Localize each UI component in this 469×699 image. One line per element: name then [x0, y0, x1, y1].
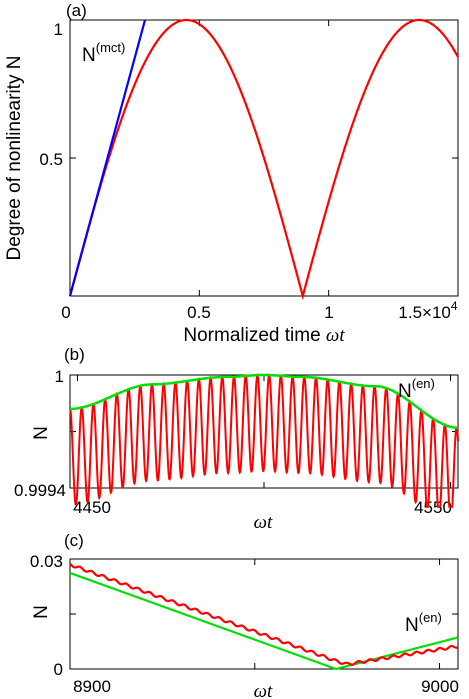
- panel-b-series-n-en: [69, 373, 459, 429]
- panel-c-ylabel: N: [31, 605, 52, 619]
- panel-c-xtick-8900: 8900: [73, 677, 111, 696]
- panel-c: (c) 0.03 0 8900 9000 ωt N N(en): [30, 531, 459, 699]
- panel-a-xtick-1.5: 1.5×104: [398, 299, 457, 322]
- panel-b: (b) 1 0.9994 4450 4550 ωt N N(en): [14, 345, 459, 533]
- panel-c-ytick-top: 0.03: [30, 552, 63, 571]
- panel-c-series-n-en: [69, 571, 459, 671]
- panel-a-ytick-1: 1: [54, 20, 63, 39]
- panel-a-legend-n-mct: N(mct): [82, 40, 125, 66]
- panel-b-xtick-4450: 4450: [73, 498, 111, 517]
- panel-a-ytick-0.5: 0.5: [39, 150, 63, 169]
- panel-c-xlabel: ωt: [254, 681, 273, 699]
- panel-b-xtick-4550: 4550: [414, 498, 452, 517]
- panel-c-ticks: [69, 558, 458, 670]
- panel-b-ytick-top: 1: [55, 367, 64, 386]
- panel-c-series-n: [69, 562, 458, 666]
- panel-b-xlabel: ωt: [254, 512, 273, 533]
- panel-c-legend-n-en: N(en): [405, 610, 442, 636]
- panel-a-series-n-mct: [68, 19, 147, 297]
- panel-b-ytick-bottom: 0.9994: [14, 481, 66, 500]
- panel-a-series-n: [68, 18, 459, 301]
- panel-b-series-n: [69, 372, 459, 508]
- panel-a-xlabel: Normalized time ωt: [183, 325, 345, 346]
- panel-c-label: (c): [64, 531, 84, 550]
- panel-a-label: (a): [66, 1, 87, 20]
- panel-a-ylabel: Degree of nonlinearity N: [4, 56, 25, 261]
- panel-a: (a) 1 0.5 0 0.5 1 1.5×104 Normalized tim…: [4, 1, 459, 346]
- panel-a-xtick-exponent: 4: [451, 299, 458, 313]
- panel-a-xtick-0: 0: [61, 303, 70, 322]
- panel-c-ytick-bottom: 0: [54, 660, 63, 679]
- panel-a-xtick-0.5: 0.5: [187, 303, 211, 322]
- panel-a-xtick-1: 1: [324, 303, 333, 322]
- panel-b-label: (b): [64, 345, 85, 364]
- panel-b-legend-n-en: N(en): [398, 376, 435, 402]
- panel-c-xtick-9000: 9000: [421, 677, 459, 696]
- panel-b-ylabel: N: [31, 426, 52, 440]
